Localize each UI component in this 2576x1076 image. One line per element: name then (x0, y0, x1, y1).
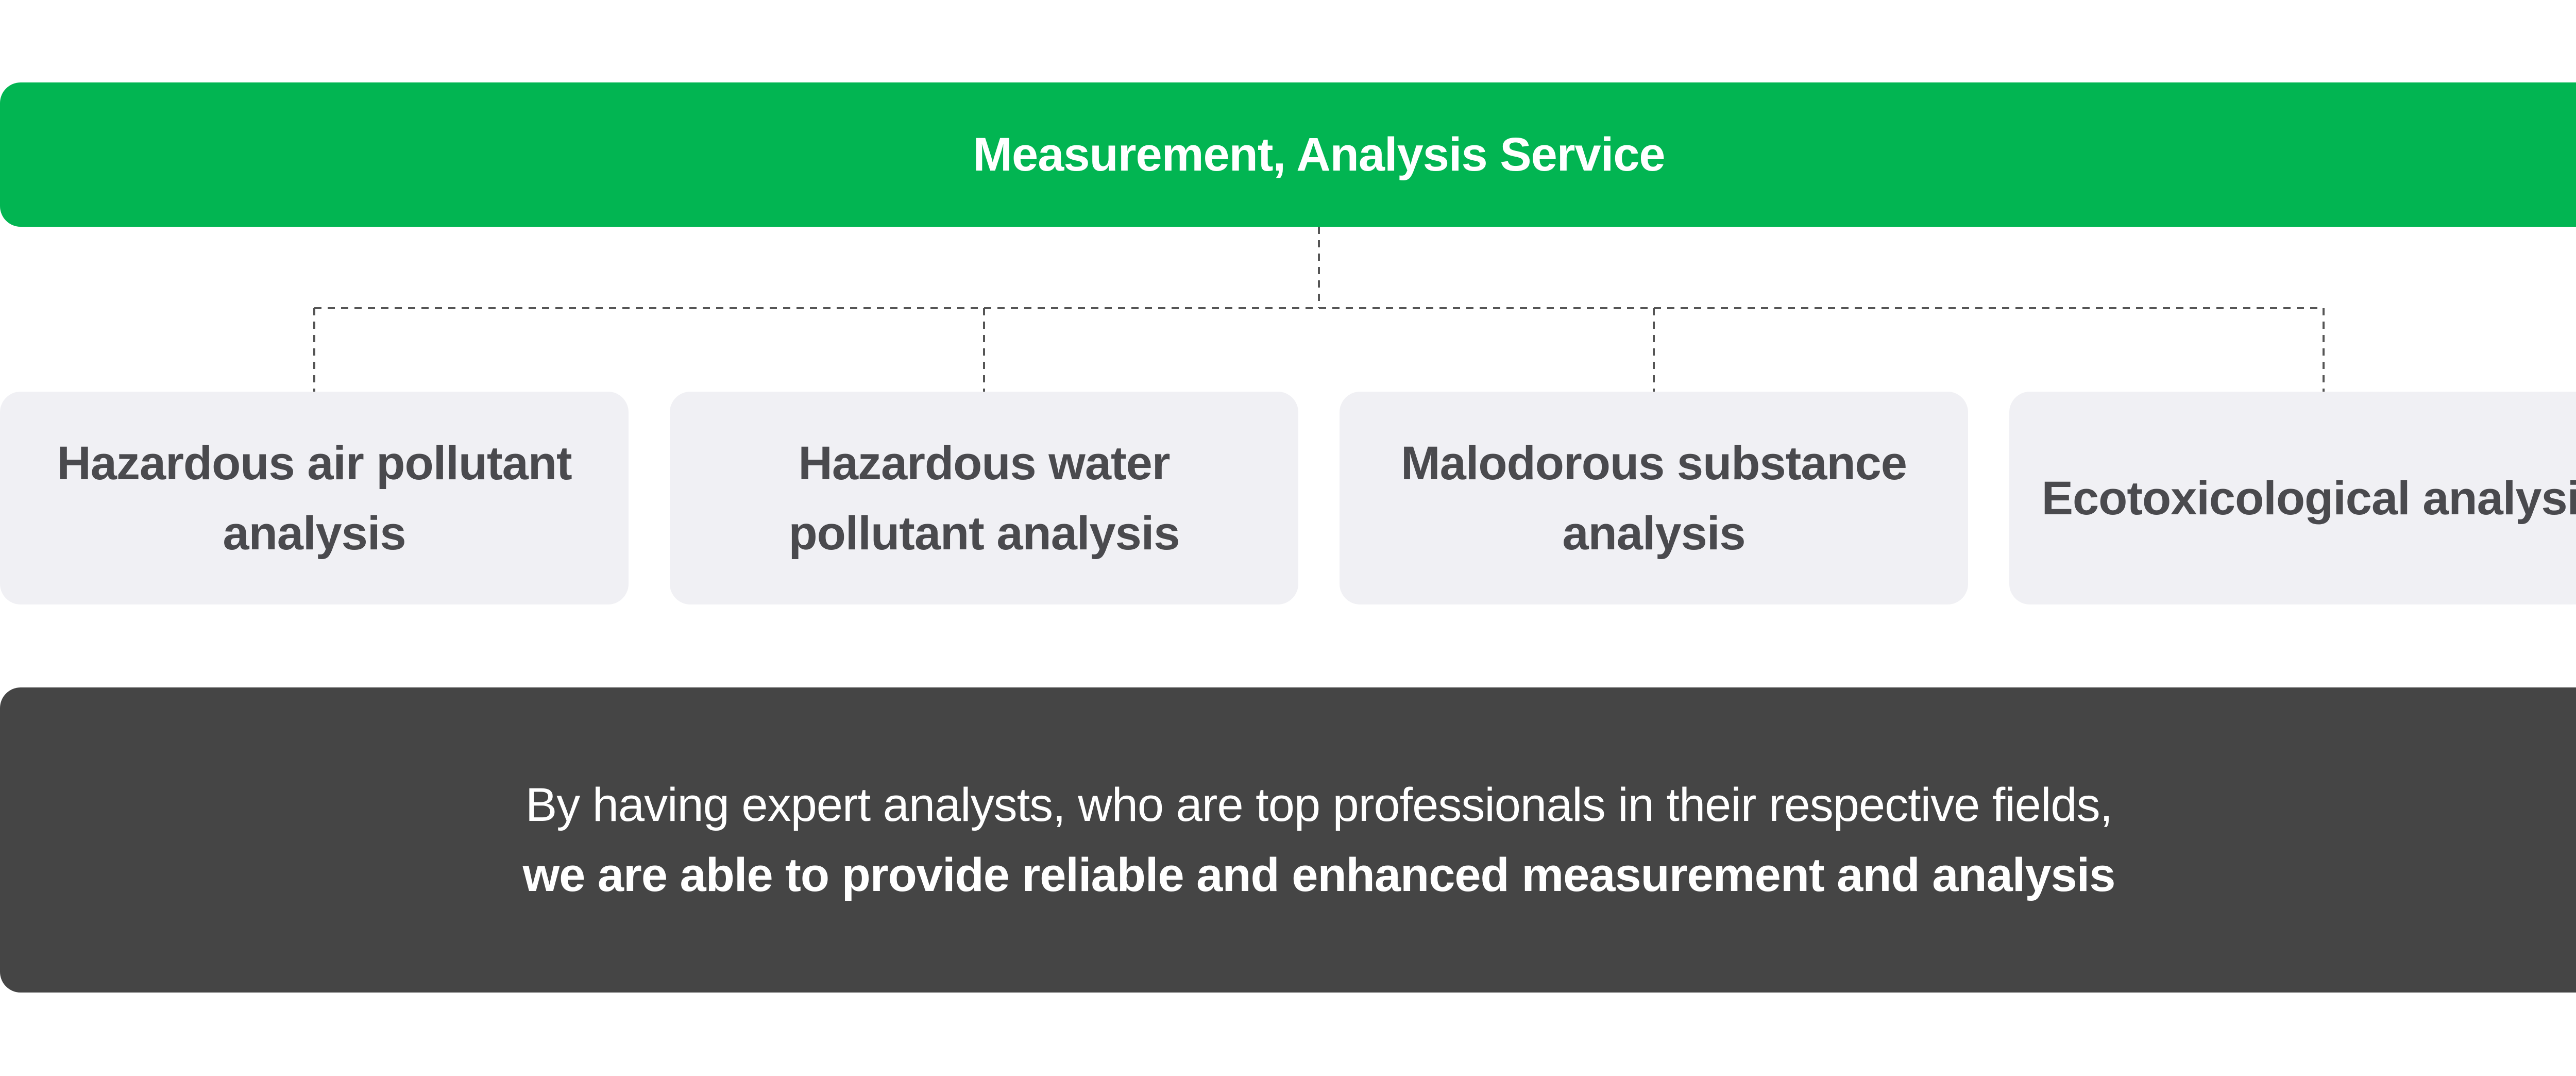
service-header-title: Measurement, Analysis Service (973, 128, 1665, 181)
service-card-label-line1: Malodorous substance (1401, 436, 1907, 490)
service-card-label-line2: pollutant analysis (788, 507, 1180, 560)
service-card-label-line1: Ecotoxicological analysis (2041, 472, 2576, 525)
service-card-air: Hazardous air pollutant analysis (0, 392, 629, 604)
service-card-label: Hazardous water pollutant analysis (788, 428, 1180, 568)
summary-line-1: By having expert analysts, who are top p… (525, 779, 2113, 831)
service-card-label: Malodorous substance analysis (1401, 428, 1907, 568)
service-card-malodorous: Malodorous substance analysis (1340, 392, 1968, 604)
summary-panel: By having expert analysts, who are top p… (0, 687, 2576, 993)
service-card-water: Hazardous water pollutant analysis (670, 392, 1298, 604)
summary-line-2: we are able to provide reliable and enha… (522, 849, 2116, 901)
service-card-label-line1: Hazardous water (798, 436, 1170, 490)
service-card-label: Hazardous air pollutant analysis (57, 428, 572, 568)
service-card-label-line2: analysis (1562, 507, 1745, 560)
service-card-label: Ecotoxicological analysis (2042, 463, 2576, 533)
service-card-ecotox: Ecotoxicological analysis (2009, 392, 2576, 604)
service-card-label-line2: analysis (223, 507, 406, 560)
service-header-bar: Measurement, Analysis Service (0, 82, 2576, 227)
service-card-label-line1: Hazardous air pollutant (57, 436, 572, 490)
